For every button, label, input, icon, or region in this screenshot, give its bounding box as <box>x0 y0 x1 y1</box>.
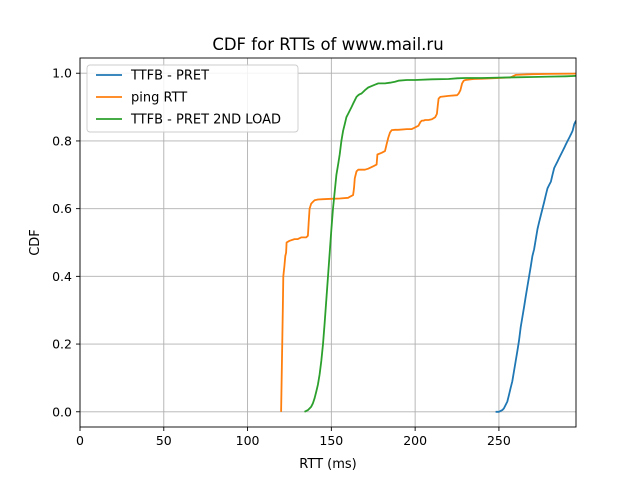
chart-title: CDF for RTTs of www.mail.ru <box>212 35 443 54</box>
x-tick-label: 100 <box>236 433 260 448</box>
series-line-ttfb-pret-2nd-load <box>304 75 576 413</box>
legend-label: ping RTT <box>131 91 187 106</box>
x-tick-label: 0 <box>76 433 84 448</box>
series-line-ttfb-pret <box>495 120 576 413</box>
x-axis-label: RTT (ms) <box>299 457 356 472</box>
legend: TTFB - PRET ping RTT TTFB - PRET 2ND LOAD <box>86 64 299 133</box>
y-tick-label: 1.0 <box>52 66 72 81</box>
legend-box <box>86 64 299 133</box>
legend-label: TTFB - PRET 2ND LOAD <box>130 113 281 128</box>
y-axis-ticks: 0.0 0.2 0.4 0.6 0.8 1.0 <box>52 66 80 419</box>
plot-frame <box>79 57 577 428</box>
x-tick-label: 150 <box>319 433 343 448</box>
legend-label: TTFB - PRET <box>130 69 209 84</box>
y-tick-label: 0.8 <box>52 133 72 148</box>
y-tick-label: 0.6 <box>52 201 72 216</box>
y-tick-label: 0.2 <box>52 337 72 352</box>
y-tick-label: 0.0 <box>52 404 72 419</box>
y-axis-label: CDF <box>28 229 43 256</box>
series-line-ping-rtt <box>280 72 576 412</box>
x-tick-label: 200 <box>403 433 427 448</box>
x-tick-label: 250 <box>487 433 511 448</box>
x-axis-ticks: 0 50 100 150 200 250 <box>76 427 511 448</box>
plot-area <box>280 72 576 413</box>
series-lines <box>280 72 576 413</box>
x-tick-label: 50 <box>156 433 172 448</box>
y-tick-label: 0.4 <box>52 269 72 284</box>
